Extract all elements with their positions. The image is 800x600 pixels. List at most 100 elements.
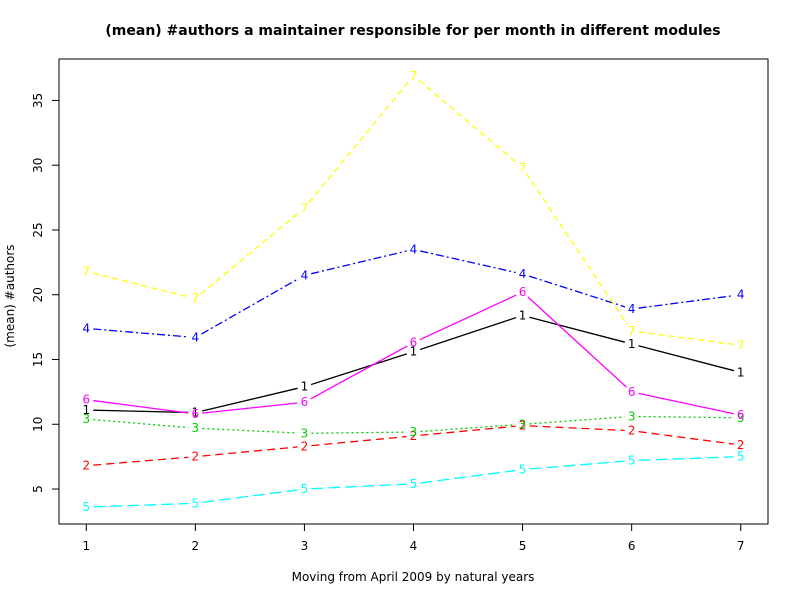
- series-2-segment: [420, 425, 516, 436]
- series-5-point-label: 5: [301, 482, 309, 496]
- x-tick-label: 1: [82, 539, 90, 553]
- series-2-segment: [529, 425, 625, 432]
- x-tick-label: 7: [737, 539, 745, 553]
- y-tick-label: 35: [31, 93, 45, 108]
- series-5-segment: [202, 489, 298, 504]
- series-4-point-label: 4: [519, 267, 527, 281]
- series-2-point-label: 2: [82, 459, 90, 473]
- series-6-segment: [638, 392, 735, 415]
- series-3-point-label: 3: [519, 417, 527, 431]
- series-1-segment: [638, 345, 735, 372]
- series-6-segment: [419, 294, 517, 341]
- y-tick-label: 15: [31, 352, 45, 367]
- y-axis-title: (mean) #authors: [3, 244, 17, 347]
- series-4-point-label: 4: [301, 268, 309, 282]
- series-1-point-label: 1: [519, 308, 527, 322]
- series-7-point-label: 7: [519, 161, 527, 175]
- series-1-segment: [310, 353, 408, 386]
- series-4-segment: [311, 250, 407, 275]
- y-tick-label: 20: [31, 287, 45, 302]
- series-7-segment: [418, 79, 518, 164]
- series-6-segment: [310, 345, 408, 400]
- series-3-segment: [529, 416, 625, 425]
- series-7-point-label: 7: [737, 338, 745, 352]
- x-tick-label: 2: [192, 539, 200, 553]
- series-4-point-label: 4: [192, 330, 200, 344]
- x-axis-title: Moving from April 2009 by natural years: [292, 570, 535, 584]
- series-3-segment: [202, 427, 298, 434]
- series-2-segment: [202, 446, 298, 457]
- series-4: 4 4 4 4 4 4 4: [82, 242, 744, 344]
- series-3-point-label: 3: [192, 421, 200, 435]
- series-1-segment: [93, 409, 189, 414]
- series-6-point-label: 6: [519, 285, 527, 299]
- series-4-segment: [638, 295, 734, 309]
- series-1-point-label: 1: [82, 403, 90, 417]
- series-5: 5 5 5 5 5 5 5: [82, 450, 744, 515]
- series-3-point-label: 3: [82, 412, 90, 426]
- y-tick-label: 10: [31, 417, 45, 432]
- series-7-segment: [525, 173, 629, 326]
- series-3-point-label: 3: [737, 411, 745, 425]
- series-7-point-label: 7: [192, 292, 200, 306]
- series-4-point-label: 4: [410, 242, 418, 256]
- y-tick-label: 5: [31, 485, 45, 493]
- series-5-point-label: 5: [82, 500, 90, 514]
- series-5-point-label: 5: [737, 450, 745, 464]
- series-5-point-label: 5: [628, 454, 636, 468]
- series-3-point-label: 3: [301, 426, 309, 440]
- series-6-segment: [93, 399, 189, 414]
- series-1: 1 1 1 1 1 1 1: [82, 308, 744, 419]
- x-tick-label: 6: [628, 539, 636, 553]
- series-2-point-label: 2: [628, 424, 636, 438]
- series-2-segment: [93, 456, 189, 466]
- series-7-point-label: 7: [82, 264, 90, 278]
- series-4-segment: [529, 275, 626, 308]
- series-6-point-label: 6: [301, 395, 309, 409]
- series-3-segment: [311, 431, 407, 434]
- series-2-point-label: 2: [410, 429, 418, 443]
- series-4-point-label: 4: [628, 302, 636, 316]
- y-tick-label: 25: [31, 222, 45, 237]
- series-6-segment: [202, 402, 298, 414]
- series-2-point-label: 2: [737, 438, 745, 452]
- series-5-segment: [529, 460, 625, 470]
- series-4-segment: [201, 278, 299, 335]
- series-1-point-label: 1: [410, 345, 418, 359]
- series-6-segment: [527, 296, 627, 388]
- series-1-segment: [202, 387, 298, 412]
- series-2: 2 2 2 2 2 2 2: [82, 419, 744, 473]
- series-7-segment: [638, 331, 734, 345]
- series-4-point-label: 4: [737, 288, 745, 302]
- series-7-point-label: 7: [410, 69, 418, 83]
- series-5-point-label: 5: [192, 496, 200, 510]
- series-6-point-label: 6: [192, 407, 200, 421]
- series-1-segment: [529, 316, 626, 343]
- series-5-point-label: 5: [410, 477, 418, 491]
- series-5-segment: [638, 456, 734, 461]
- series-7-segment: [200, 211, 300, 295]
- series-3-segment: [420, 424, 516, 433]
- series-1-point-label: 1: [737, 365, 745, 379]
- series-4-segment: [420, 250, 516, 274]
- series-4-segment: [93, 328, 189, 338]
- series-6-point-label: 6: [628, 385, 636, 399]
- series-3-point-label: 3: [628, 409, 636, 423]
- series-6-point-label: 6: [737, 408, 745, 422]
- series-2-point-label: 2: [301, 439, 309, 453]
- series-7-point-label: 7: [301, 201, 309, 215]
- series-7-point-label: 7: [628, 324, 636, 338]
- series-2-point-label: 2: [519, 419, 527, 433]
- series-6-point-label: 6: [410, 336, 418, 350]
- x-tick-label: 4: [410, 539, 418, 553]
- chart-title: (mean) #authors a maintainer responsible…: [105, 23, 720, 39]
- x-tick-label: 3: [301, 539, 309, 553]
- series-6: 6 6 6 6 6 6 6: [82, 285, 744, 422]
- series-7: 7 7 7 7 7 7 7: [82, 69, 744, 352]
- series-3: 3 3 3 3 3 3 3: [82, 409, 744, 440]
- series-2-segment: [638, 431, 734, 445]
- series-5-point-label: 5: [519, 463, 527, 477]
